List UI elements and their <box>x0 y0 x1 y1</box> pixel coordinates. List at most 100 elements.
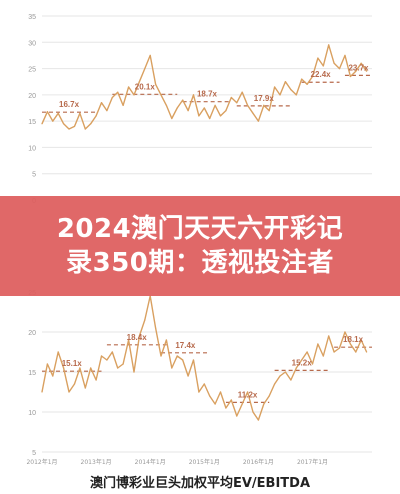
average-label: 11.2x <box>238 390 258 399</box>
average-label: 18.1x <box>343 335 364 344</box>
data-point <box>317 57 319 59</box>
data-point <box>295 94 297 96</box>
data-point <box>95 115 97 117</box>
data-point <box>355 70 357 72</box>
data-point <box>73 383 76 385</box>
data-point <box>252 112 254 114</box>
data-point <box>257 120 259 122</box>
data-point <box>117 367 119 369</box>
y-tick-label: 10 <box>28 410 36 417</box>
data-point <box>192 94 195 96</box>
data-point <box>182 99 184 101</box>
data-point <box>111 96 113 99</box>
average-label: 18.7x <box>197 90 218 99</box>
y-tick-label: 15 <box>28 370 36 377</box>
data-point <box>290 89 292 91</box>
y-tick-label: 25 <box>28 67 36 74</box>
data-point <box>165 339 168 341</box>
data-point <box>68 391 70 393</box>
data-point <box>138 335 140 337</box>
chart-caption: 澳门博彩业巨头加权平均EV/EBITDA <box>89 475 311 491</box>
data-point <box>279 375 281 377</box>
data-point <box>100 102 103 104</box>
data-point <box>63 367 65 369</box>
data-point <box>241 403 243 405</box>
data-point <box>246 391 249 393</box>
data-point <box>79 367 81 369</box>
data-point <box>203 383 205 385</box>
data-point <box>160 94 162 96</box>
y-tick-label: 15 <box>28 119 36 126</box>
data-point <box>155 83 157 85</box>
data-point <box>263 104 265 106</box>
x-tick-label: 2013年1月 <box>81 458 112 466</box>
data-point <box>225 110 227 112</box>
data-point <box>106 359 108 361</box>
series-line <box>41 295 368 421</box>
data-point <box>144 319 146 321</box>
x-tick-label: 2012年1月 <box>26 458 57 466</box>
average-label: 22.4x <box>311 70 332 79</box>
data-point <box>284 81 287 83</box>
data-point <box>198 115 200 117</box>
data-point <box>63 123 65 125</box>
data-point <box>111 351 113 353</box>
average-label: 23.7x <box>348 63 369 72</box>
y-tick-label: 10 <box>28 145 36 152</box>
data-point <box>263 403 265 405</box>
data-point <box>57 351 59 353</box>
average-label: 15.1x <box>62 359 83 368</box>
data-point <box>246 104 249 106</box>
data-point <box>214 104 216 106</box>
data-point <box>187 375 189 377</box>
data-point <box>133 371 135 373</box>
data-point <box>90 367 92 369</box>
data-point <box>155 327 157 329</box>
y-tick-label: 20 <box>28 330 36 337</box>
data-point <box>127 339 130 341</box>
data-point <box>322 355 324 357</box>
data-point <box>322 65 324 67</box>
data-point <box>171 367 173 369</box>
data-point <box>100 355 103 357</box>
average-label: 16.7x <box>59 100 80 109</box>
data-point <box>257 419 259 421</box>
data-point <box>236 102 238 104</box>
data-point <box>219 391 222 393</box>
chart-top: 051015202530352012年1月2013年1月2014年1月2015年… <box>0 0 400 205</box>
data-point <box>328 44 330 46</box>
data-point <box>301 78 303 80</box>
data-point <box>338 67 341 70</box>
data-point <box>349 75 351 78</box>
data-point <box>301 359 303 361</box>
data-point <box>192 359 195 361</box>
y-tick-label: 35 <box>28 14 36 21</box>
y-tick-label: 20 <box>28 93 36 100</box>
data-point <box>219 115 222 117</box>
x-tick-label: 2017年1月 <box>297 458 328 466</box>
data-point <box>138 81 140 83</box>
data-point <box>333 62 335 64</box>
average-label: 17.4x <box>175 341 196 350</box>
chart-top-svg: 051015202530352012年1月2013年1月2014年1月2015年… <box>28 14 372 205</box>
data-point <box>306 83 308 85</box>
x-tick-label: 2015年1月 <box>189 458 220 466</box>
data-point <box>365 70 368 72</box>
y-tick-label: 5 <box>32 172 36 179</box>
data-point <box>68 128 70 130</box>
data-point <box>311 363 314 365</box>
data-point <box>328 335 330 337</box>
average-label: 18.4x <box>127 333 148 342</box>
chart-bottom-svg: 5101520252012年1月2013年1月2014年1月2015年1月201… <box>26 290 372 466</box>
data-point <box>106 110 108 112</box>
data-point <box>95 379 97 381</box>
data-point <box>279 94 281 96</box>
data-point <box>133 94 135 96</box>
data-point <box>290 379 292 381</box>
data-point <box>317 343 319 345</box>
y-tick-label: 5 <box>32 450 36 457</box>
data-point <box>57 112 59 114</box>
data-point <box>284 371 287 373</box>
data-point <box>338 347 341 349</box>
data-point <box>41 123 43 125</box>
